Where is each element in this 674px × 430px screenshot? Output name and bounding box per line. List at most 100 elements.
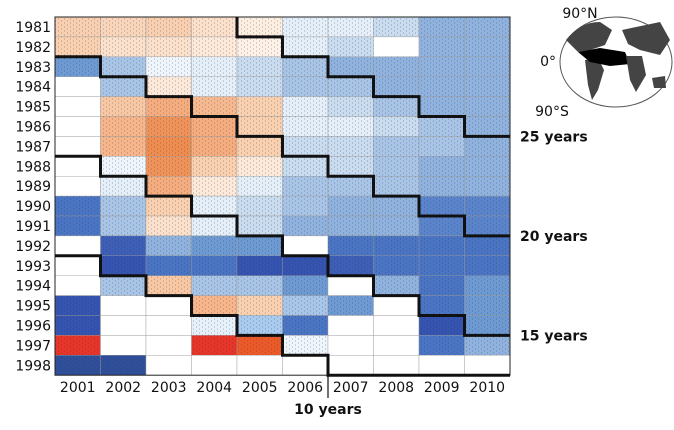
stipple — [328, 235, 374, 256]
row-label: 1994 — [15, 279, 51, 295]
stipple — [146, 17, 192, 37]
stipple — [191, 76, 237, 97]
cell — [373, 335, 420, 356]
col-label: 2009 — [424, 380, 460, 396]
stipple — [373, 156, 419, 177]
stipple — [191, 335, 237, 356]
stipple — [419, 315, 465, 336]
row-label: 1998 — [15, 358, 51, 374]
stipple — [373, 96, 419, 117]
stipple — [100, 17, 146, 37]
stipple — [100, 355, 146, 376]
stipple — [55, 216, 101, 236]
stipple — [237, 76, 283, 97]
row-label: 1989 — [15, 179, 51, 195]
stipple — [328, 96, 374, 117]
stipple — [419, 56, 465, 77]
stipple — [237, 176, 283, 197]
stipple — [328, 156, 374, 177]
stipple — [464, 335, 510, 356]
cell — [54, 275, 101, 296]
stipple — [328, 255, 374, 276]
stipple — [282, 156, 328, 177]
lag-label: 10 years — [294, 402, 362, 418]
lag-line — [55, 154, 510, 337]
stipple — [100, 235, 146, 256]
stipple — [146, 76, 192, 97]
stipple — [373, 235, 419, 256]
stipple — [100, 275, 146, 296]
stipple — [100, 136, 146, 157]
stipple — [146, 156, 192, 177]
stipple — [191, 96, 237, 117]
stipple — [328, 116, 374, 137]
stipple — [464, 275, 510, 296]
map-label: 90°S — [535, 104, 569, 120]
stipple — [328, 295, 374, 316]
lag-lines — [55, 17, 510, 398]
stipple — [237, 116, 283, 137]
stipple — [191, 156, 237, 177]
stipple — [464, 36, 510, 57]
map-label: 0° — [540, 54, 556, 70]
stipple — [237, 156, 283, 177]
stipple — [237, 295, 283, 316]
stipple — [419, 176, 465, 197]
cell — [145, 355, 192, 376]
stipple — [100, 56, 146, 77]
stipple — [282, 17, 328, 37]
stipple — [373, 216, 419, 236]
stipple — [191, 17, 237, 37]
row-label: 1990 — [15, 199, 51, 215]
stipple — [419, 36, 465, 57]
stipple — [146, 96, 192, 117]
cell — [464, 355, 511, 376]
stipple — [373, 116, 419, 137]
stipple — [464, 255, 510, 276]
stipple — [146, 196, 192, 216]
row-label: 1995 — [15, 299, 51, 315]
row-label: 1985 — [15, 100, 51, 116]
stipple — [328, 76, 374, 97]
stipple — [55, 335, 101, 356]
cell — [327, 355, 374, 376]
stipple — [100, 196, 146, 216]
stipple — [282, 315, 328, 336]
row-label: 1997 — [15, 338, 51, 354]
stipple — [282, 196, 328, 216]
stipple — [464, 56, 510, 77]
cell — [327, 335, 374, 356]
row-label: 1986 — [15, 119, 51, 135]
row-label: 1996 — [15, 318, 51, 334]
stipple — [237, 216, 283, 236]
stipple — [237, 56, 283, 77]
stipple — [464, 116, 510, 137]
stipple — [146, 116, 192, 137]
cell — [54, 255, 101, 276]
cell — [54, 136, 101, 157]
stipple — [419, 235, 465, 256]
cell — [54, 235, 101, 256]
stipple — [191, 36, 237, 57]
stipple — [237, 196, 283, 216]
cell — [373, 295, 420, 316]
cell — [145, 335, 192, 356]
cell — [54, 156, 101, 177]
cell — [236, 355, 283, 376]
lag-line — [55, 254, 510, 377]
stipple — [419, 156, 465, 177]
cell — [282, 235, 329, 256]
stipple — [419, 116, 465, 137]
stipple — [146, 216, 192, 236]
stipple — [100, 156, 146, 177]
stipple — [146, 235, 192, 256]
stipple — [282, 176, 328, 197]
stipple — [191, 116, 237, 137]
cell — [54, 76, 101, 97]
stipple — [191, 56, 237, 77]
stipple — [282, 335, 328, 356]
stipple — [282, 56, 328, 77]
cell — [100, 335, 147, 356]
stipple — [100, 96, 146, 117]
stipple — [464, 17, 510, 37]
